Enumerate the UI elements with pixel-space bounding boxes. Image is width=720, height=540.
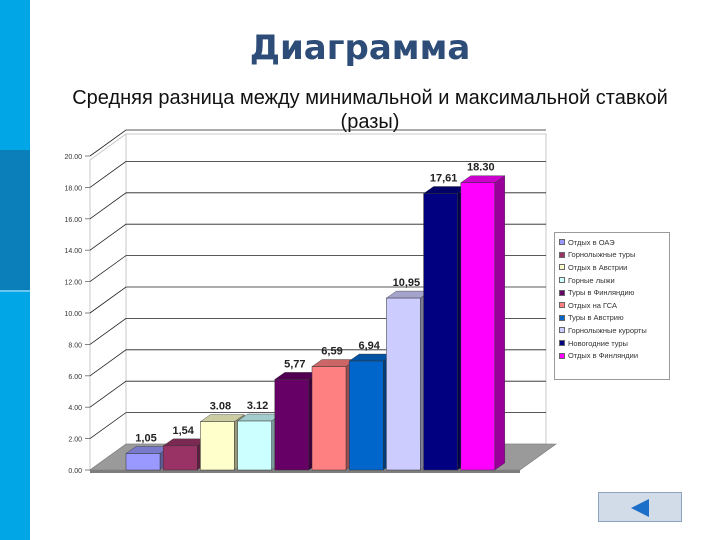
bar [348, 360, 384, 471]
slide-title: Диаграмма [249, 28, 471, 68]
legend-label: Отдых на ГСА [568, 300, 617, 310]
back-button[interactable] [598, 492, 682, 522]
grid-line [89, 255, 546, 282]
data-label: 1,54 [172, 425, 194, 437]
y-tick-label: 0.00 [68, 468, 82, 475]
legend-swatch [559, 289, 565, 296]
legend-swatch [559, 239, 565, 246]
legend-swatch [559, 327, 565, 334]
y-tick-label: 8.00 [68, 342, 82, 349]
bar [200, 421, 235, 471]
legend-item: Туры в Финляндию [559, 286, 665, 299]
data-label: 5,77 [284, 358, 305, 370]
legend-item: Туры в Австрию [559, 312, 665, 325]
side-accent-block [0, 150, 30, 290]
data-label: 1,05 [135, 433, 156, 445]
data-label: 10,95 [393, 277, 421, 289]
side-accent-line [0, 290, 30, 292]
legend-label: Горнолыжные туры [568, 250, 636, 260]
grid-line [89, 223, 546, 251]
legend-label: Горные лыжи [568, 275, 615, 285]
data-label: 3.08 [210, 401, 231, 413]
grid-line [89, 160, 546, 188]
bar [460, 182, 496, 471]
y-tick-label: 18.00 [64, 185, 82, 192]
bar-side [494, 175, 505, 471]
legend-item: Отдых на ГСА [559, 299, 665, 312]
legend-item: Горнолыжные туры [559, 249, 665, 262]
data-label: 18.30 [467, 162, 495, 174]
data-label: 6,94 [358, 340, 380, 352]
bar [125, 453, 161, 471]
bar [237, 420, 272, 471]
y-tick-label: 6.00 [68, 374, 82, 381]
y-tick-label: 16.00 [64, 217, 82, 224]
legend-item: Горнолыжные курорты [559, 324, 665, 337]
y-tick-label: 10.00 [64, 311, 82, 318]
grid-line [89, 286, 546, 314]
y-tick-label: 2.00 [68, 437, 82, 444]
bar [386, 297, 421, 471]
chart-legend: Отдых в ОАЭ Горнолыжные туры Отдых в Австр… [554, 232, 670, 380]
data-label: 3.12 [247, 400, 268, 412]
data-label: 6,59 [321, 346, 342, 358]
legend-label: Отдых в Австрии [568, 262, 628, 272]
y-tick-label: 12.00 [64, 280, 82, 287]
grid-line [89, 129, 546, 157]
legend-item: Отдых в Австрии [559, 261, 665, 274]
chart-title: Средняя разница между минимальной и макс… [72, 87, 668, 133]
bar [311, 366, 347, 471]
legend-label: Туры в Финляндию [568, 288, 635, 298]
legend-item: Отдых в Финляндии [559, 349, 665, 362]
y-tick-label: 20.00 [64, 154, 82, 161]
grid-line [89, 192, 546, 220]
legend-item: Отдых в ОАЭ [559, 236, 665, 249]
legend-swatch [559, 314, 565, 321]
bar [274, 379, 310, 471]
legend-label: Горнолыжные курорты [568, 325, 647, 335]
side-wall [89, 133, 127, 471]
left-arrow-icon [631, 499, 649, 517]
legend-swatch [559, 352, 565, 359]
bar [423, 193, 458, 471]
legend-swatch [559, 340, 565, 347]
legend-label: Туры в Австрию [568, 313, 624, 323]
legend-swatch [559, 251, 565, 258]
bar [162, 445, 198, 471]
legend-item: Новогодние туры [559, 337, 665, 350]
y-tick-label: 14.00 [64, 248, 82, 255]
legend-item: Горные лыжи [559, 274, 665, 287]
legend-swatch [559, 277, 565, 284]
data-label: 17,61 [430, 173, 458, 185]
legend-swatch [559, 302, 565, 309]
chart-floor-edge [90, 470, 520, 473]
legend-swatch [559, 264, 565, 271]
legend-label: Отдых в ОАЭ [568, 237, 615, 247]
legend-label: Новогодние туры [568, 338, 628, 348]
legend-label: Отдых в Финляндии [568, 351, 639, 361]
y-tick-label: 4.00 [68, 405, 82, 412]
